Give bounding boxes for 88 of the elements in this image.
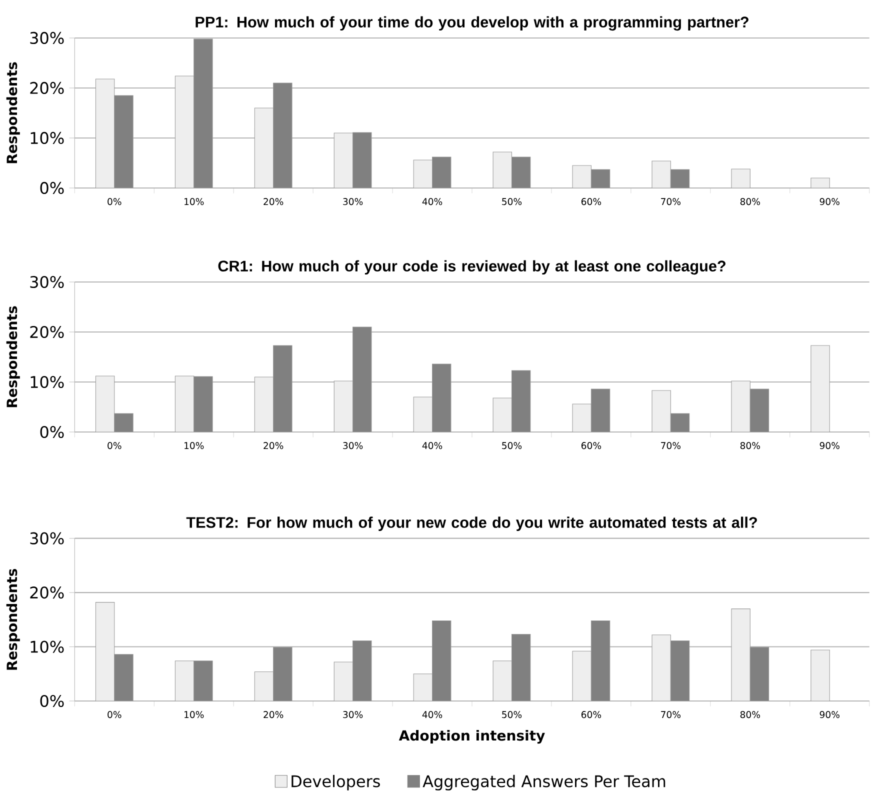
x-tick-label: 50% bbox=[502, 711, 522, 718]
x-tick-label: 10% bbox=[184, 442, 204, 450]
bar bbox=[572, 165, 592, 188]
x-tick-label: 60% bbox=[581, 711, 602, 718]
x-tick-label: 40% bbox=[422, 711, 442, 718]
legend-label: Aggregated Answers Per Team bbox=[422, 774, 666, 790]
x-tick-label: 0% bbox=[108, 711, 122, 718]
y-tick-label: 30% bbox=[30, 32, 64, 44]
x-tick-label: 30% bbox=[343, 711, 363, 718]
bar bbox=[413, 396, 433, 432]
bar bbox=[731, 380, 750, 432]
x-tick-label: 40% bbox=[422, 198, 442, 206]
bar bbox=[352, 132, 372, 188]
bar bbox=[254, 671, 274, 701]
bar bbox=[572, 404, 592, 432]
x-tick-label: 80% bbox=[740, 198, 760, 206]
y-tick-label: 0% bbox=[40, 426, 64, 438]
y-axis-title: Respondents bbox=[6, 306, 20, 408]
y-tick-label: 10% bbox=[30, 132, 64, 144]
bar bbox=[652, 160, 671, 188]
x-tick-label: 60% bbox=[581, 198, 602, 206]
x-tick-label: 70% bbox=[661, 711, 681, 718]
bar bbox=[652, 390, 671, 432]
x-tick-label: 10% bbox=[184, 198, 204, 206]
y-tick-label: 20% bbox=[30, 82, 64, 94]
y-tick-label: 20% bbox=[30, 586, 64, 599]
x-tick-label: 90% bbox=[820, 442, 840, 450]
x-tick-label: 90% bbox=[820, 711, 840, 718]
x-tick-label: 0% bbox=[108, 442, 122, 450]
bar bbox=[334, 662, 354, 701]
bar bbox=[334, 380, 354, 432]
x-tick-label: 70% bbox=[661, 442, 681, 450]
y-tick-label: 10% bbox=[30, 376, 64, 388]
y-tick-label: 0% bbox=[40, 694, 64, 708]
bar bbox=[95, 602, 115, 701]
bar bbox=[572, 650, 592, 701]
bar bbox=[95, 376, 115, 432]
bar bbox=[413, 674, 433, 701]
bar bbox=[590, 169, 610, 188]
bar bbox=[670, 169, 690, 188]
bar bbox=[174, 76, 194, 188]
bar bbox=[114, 95, 134, 188]
x-tick-label: 90% bbox=[820, 198, 840, 206]
bar bbox=[95, 78, 115, 188]
bar bbox=[652, 634, 671, 701]
bar bbox=[492, 152, 512, 188]
bar bbox=[810, 650, 830, 701]
chart-title: PP1: How much of your time do you develop with a programming partner? bbox=[196, 16, 748, 31]
y-tick-label: 20% bbox=[30, 326, 64, 338]
bar bbox=[174, 660, 194, 701]
chart-title: CR1: How much of your code is reviewed by at least one colleague? bbox=[218, 260, 726, 275]
x-tick-label: 70% bbox=[661, 198, 681, 206]
bar bbox=[413, 160, 433, 188]
bar bbox=[174, 376, 194, 432]
legend-label: Developers bbox=[292, 774, 380, 790]
x-tick-label: 30% bbox=[343, 442, 363, 450]
x-tick-label: 80% bbox=[740, 442, 760, 450]
bar bbox=[273, 82, 292, 188]
bar bbox=[432, 156, 452, 188]
x-tick-label: 0% bbox=[108, 198, 122, 206]
bar bbox=[254, 108, 274, 188]
chart-title: TEST2: For how much of your new code do you write automated tests at all? bbox=[186, 516, 757, 531]
x-tick-label: 10% bbox=[184, 711, 204, 718]
x-tick-label: 20% bbox=[264, 198, 284, 206]
y-axis-title: Respondents bbox=[6, 568, 20, 670]
bar bbox=[810, 345, 830, 432]
y-tick-label: 0% bbox=[40, 182, 64, 194]
x-tick-label: 20% bbox=[264, 711, 284, 718]
bar bbox=[492, 398, 512, 432]
x-tick-label: 50% bbox=[502, 198, 522, 206]
bar bbox=[731, 608, 750, 701]
y-tick-label: 30% bbox=[30, 276, 64, 288]
bar bbox=[511, 156, 531, 188]
bar bbox=[731, 168, 750, 188]
x-tick-label: 40% bbox=[422, 442, 442, 450]
y-tick-label: 30% bbox=[30, 532, 64, 544]
y-tick-label: 10% bbox=[30, 640, 64, 653]
x-tick-label: 20% bbox=[264, 442, 284, 450]
x-tick-label: 30% bbox=[343, 198, 363, 206]
bar bbox=[194, 38, 213, 188]
x-tick-label: 80% bbox=[740, 711, 760, 718]
x-tick-label: 50% bbox=[502, 442, 522, 450]
x-axis-title: Adoption intensity bbox=[398, 730, 545, 744]
bar bbox=[254, 376, 274, 432]
bar bbox=[334, 132, 354, 188]
y-axis-title: Respondents bbox=[6, 62, 20, 164]
x-tick-label: 60% bbox=[581, 442, 602, 450]
bar bbox=[492, 660, 512, 701]
